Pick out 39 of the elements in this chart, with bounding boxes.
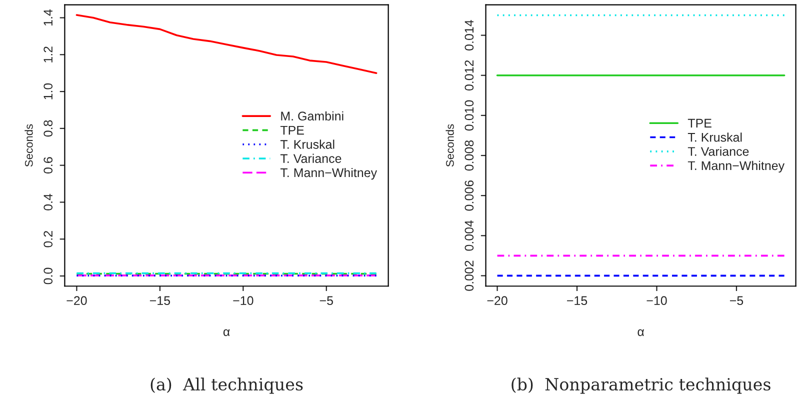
text: (a) All techniques [150,378,303,394]
y-tick-label: 0.4 [44,194,53,210]
y-tick-label: 0.012 [464,60,474,91]
legend-label: TPE [280,126,304,135]
y-tick-label: 0.2 [44,231,53,248]
y-tick-label: 0.008 [464,140,474,171]
y-tick-label: 1.0 [44,83,53,100]
y-tick-label: 0.002 [464,260,474,291]
text: (b) Nonparametric techniques [512,378,770,394]
legend-label: M. Gambini [281,111,344,121]
x-tick-label: −15 [150,296,170,306]
x-tick-label: −20 [66,296,87,306]
x-tick-label: −5 [730,296,744,306]
y-axis-title: Seconds [446,124,454,167]
x-axis-title: α [223,329,230,336]
line-series [76,14,378,74]
legend-label: T. Mann−Whitney [280,168,378,180]
y-tick-label: 0.014 [464,20,474,50]
y-tick-label: 1.2 [44,46,52,62]
legend-label: TPE [688,118,712,128]
x-axis-title: α [638,329,644,336]
legend-label: T. Variance [280,154,342,163]
x-tick-label: −5 [320,296,333,306]
y-tick-label: 0.004 [464,220,474,251]
y-tick-label: 0.6 [44,157,53,174]
y-tick-label: 0.0 [44,268,53,284]
y-tick-label: 0.006 [464,180,474,211]
y-axis-title: Seconds [24,124,33,167]
y-tick-label: 0.8 [44,120,53,137]
legend-label: T. Variance [688,146,749,156]
legend-label: T. Kruskal [688,132,742,142]
x-tick-label: −20 [487,296,508,306]
legend-label: T. Kruskal [280,140,334,149]
x-tick-label: −10 [233,296,254,306]
legend-label: T. Mann−Whitney [688,160,785,173]
y-tick-label: 1.4 [44,9,52,26]
x-tick-label: −15 [567,296,588,306]
x-tick-label: −10 [646,296,667,306]
y-tick-label: 0.010 [464,100,474,131]
